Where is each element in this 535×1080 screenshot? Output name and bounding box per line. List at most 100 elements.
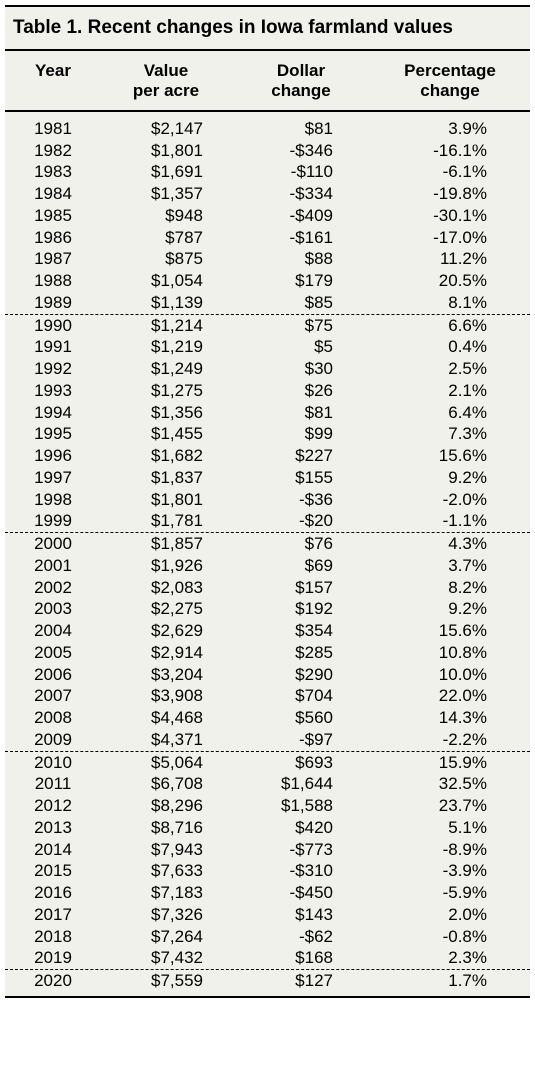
cell-year: 2008 — [5, 707, 101, 729]
cell-year: 1987 — [5, 248, 101, 270]
cell-value-per-acre: $7,633 — [101, 860, 231, 882]
cell-dollar-change: -$110 — [231, 161, 371, 183]
cell-value-per-acre: $1,356 — [101, 402, 231, 424]
cell-year: 1995 — [5, 423, 101, 445]
cell-percentage-change: 6.6% — [371, 315, 529, 337]
cell-year: 2007 — [5, 685, 101, 707]
table-row: 1993$1,275$262.1% — [5, 380, 530, 402]
cell-dollar-change: $560 — [231, 707, 371, 729]
cell-dollar-change: -$161 — [231, 227, 371, 249]
cell-dollar-change: $290 — [231, 664, 371, 686]
cell-percentage-change: -30.1% — [371, 205, 529, 227]
cell-percentage-change: 9.2% — [371, 598, 529, 620]
cell-value-per-acre: $2,083 — [101, 577, 231, 599]
cell-percentage-change: 8.1% — [371, 292, 529, 314]
cell-dollar-change: $168 — [231, 947, 371, 969]
cell-year: 1985 — [5, 205, 101, 227]
cell-percentage-change: -0.8% — [371, 926, 529, 948]
table-row: 2002$2,083$1578.2% — [5, 577, 530, 599]
header-line1: Value — [101, 61, 231, 81]
table-row: 2011$6,708$1,64432.5% — [5, 773, 530, 795]
cell-year: 2014 — [5, 839, 101, 861]
cell-percentage-change: 32.5% — [371, 773, 529, 795]
cell-year: 2004 — [5, 620, 101, 642]
cell-year: 2001 — [5, 555, 101, 577]
cell-dollar-change: $81 — [231, 118, 371, 140]
cell-year: 1986 — [5, 227, 101, 249]
table-row: 1997$1,837$1559.2% — [5, 467, 530, 489]
cell-year: 1983 — [5, 161, 101, 183]
table-row: 2004$2,629$35415.6% — [5, 620, 530, 642]
cell-value-per-acre: $5,064 — [101, 752, 231, 774]
cell-value-per-acre: $8,296 — [101, 795, 231, 817]
cell-dollar-change: $88 — [231, 248, 371, 270]
cell-percentage-change: 3.7% — [371, 555, 529, 577]
cell-value-per-acre: $1,357 — [101, 183, 231, 205]
cell-year: 1998 — [5, 489, 101, 511]
table-row: 1991$1,219$50.4% — [5, 336, 530, 358]
table-row: 1981$2,147$813.9% — [5, 118, 530, 140]
cell-value-per-acre: $4,468 — [101, 707, 231, 729]
cell-value-per-acre: $3,204 — [101, 664, 231, 686]
table-row: 2016$7,183-$450-5.9% — [5, 882, 530, 904]
cell-year: 2011 — [5, 773, 101, 795]
table-row: 1985$948-$409-30.1% — [5, 205, 530, 227]
cell-dollar-change: -$450 — [231, 882, 371, 904]
cell-dollar-change: $30 — [231, 358, 371, 380]
cell-year: 1989 — [5, 292, 101, 314]
cell-value-per-acre: $6,708 — [101, 773, 231, 795]
cell-percentage-change: 2.5% — [371, 358, 529, 380]
table-row: 1999$1,781-$20-1.1% — [5, 510, 530, 532]
table-row: 2012$8,296$1,58823.7% — [5, 795, 530, 817]
header-line2: change — [231, 81, 371, 101]
cell-dollar-change: -$20 — [231, 510, 371, 532]
cell-year: 2000 — [5, 533, 101, 555]
table-row: 1992$1,249$302.5% — [5, 358, 530, 380]
cell-year: 2006 — [5, 664, 101, 686]
cell-year: 2020 — [5, 970, 101, 992]
table-row: 2017$7,326$1432.0% — [5, 904, 530, 926]
cell-year: 2010 — [5, 752, 101, 774]
cell-value-per-acre: $1,682 — [101, 445, 231, 467]
column-header-percentage: Percentage change — [371, 61, 529, 102]
cell-year: 2009 — [5, 729, 101, 751]
table-row: 2014$7,943-$773-8.9% — [5, 839, 530, 861]
table-row: 2019$7,432$1682.3% — [5, 947, 530, 969]
cell-value-per-acre: $1,249 — [101, 358, 231, 380]
farmland-values-table: Table 1. Recent changes in Iowa farmland… — [5, 5, 530, 998]
cell-percentage-change: 10.8% — [371, 642, 529, 664]
cell-year: 1997 — [5, 467, 101, 489]
cell-value-per-acre: $4,371 — [101, 729, 231, 751]
cell-dollar-change: -$310 — [231, 860, 371, 882]
table-row: 1983$1,691-$110-6.1% — [5, 161, 530, 183]
cell-percentage-change: 15.6% — [371, 620, 529, 642]
cell-dollar-change: $420 — [231, 817, 371, 839]
cell-percentage-change: -2.0% — [371, 489, 529, 511]
cell-dollar-change: $192 — [231, 598, 371, 620]
cell-value-per-acre: $7,264 — [101, 926, 231, 948]
cell-value-per-acre: $1,781 — [101, 510, 231, 532]
table-row: 1998$1,801-$36-2.0% — [5, 489, 530, 511]
cell-dollar-change: $85 — [231, 292, 371, 314]
cell-dollar-change: $76 — [231, 533, 371, 555]
cell-dollar-change: $26 — [231, 380, 371, 402]
cell-dollar-change: $99 — [231, 423, 371, 445]
column-header-year: Year — [5, 61, 101, 102]
cell-value-per-acre: $7,559 — [101, 970, 231, 992]
cell-dollar-change: $143 — [231, 904, 371, 926]
header-line2: Year — [5, 61, 101, 81]
cell-year: 2018 — [5, 926, 101, 948]
cell-percentage-change: 2.1% — [371, 380, 529, 402]
cell-year: 1988 — [5, 270, 101, 292]
table-row: 1996$1,682$22715.6% — [5, 445, 530, 467]
cell-dollar-change: $693 — [231, 752, 371, 774]
cell-year: 2005 — [5, 642, 101, 664]
cell-year: 1992 — [5, 358, 101, 380]
table-row: 2013$8,716$4205.1% — [5, 817, 530, 839]
column-header-dollar: Dollar change — [231, 61, 371, 102]
cell-percentage-change: 14.3% — [371, 707, 529, 729]
cell-percentage-change: 3.9% — [371, 118, 529, 140]
cell-value-per-acre: $7,183 — [101, 882, 231, 904]
cell-year: 1996 — [5, 445, 101, 467]
cell-value-per-acre: $1,837 — [101, 467, 231, 489]
